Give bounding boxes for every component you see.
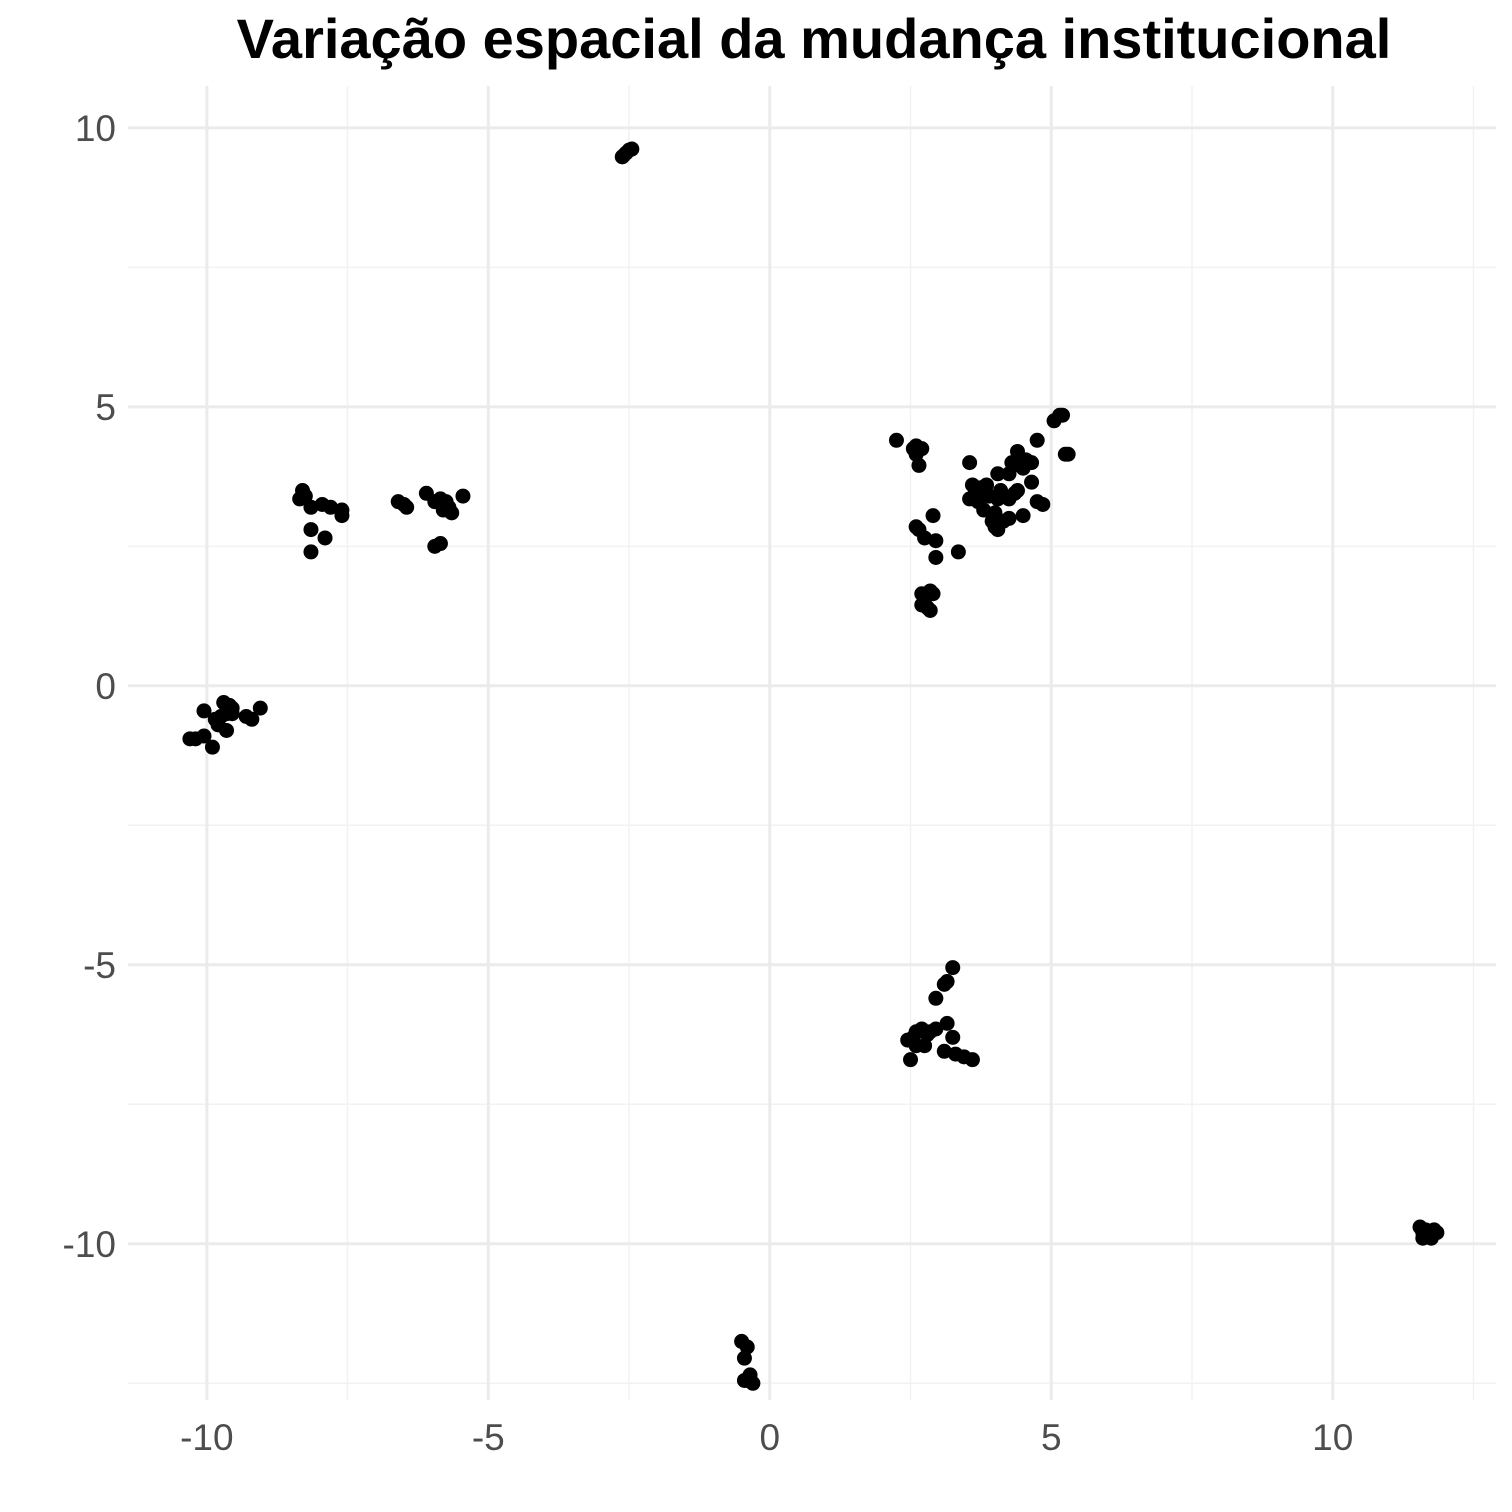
data-point bbox=[1015, 460, 1031, 476]
data-point bbox=[252, 700, 268, 716]
y-tick-label: -10 bbox=[63, 1224, 116, 1265]
x-tick-label: 5 bbox=[1041, 1417, 1062, 1458]
data-point bbox=[990, 466, 1006, 482]
data-point bbox=[925, 508, 941, 524]
data-point bbox=[432, 536, 448, 552]
data-point bbox=[303, 522, 319, 538]
data-point bbox=[936, 976, 952, 992]
data-point bbox=[1055, 407, 1071, 423]
data-point bbox=[292, 491, 308, 507]
data-point bbox=[945, 960, 961, 976]
data-point bbox=[1029, 432, 1045, 448]
data-point bbox=[945, 1029, 961, 1045]
data-point bbox=[888, 432, 904, 448]
y-tick-label: 5 bbox=[95, 387, 116, 428]
y-tick-label: -5 bbox=[83, 945, 116, 986]
data-point bbox=[204, 739, 220, 755]
data-point bbox=[210, 717, 226, 733]
data-point bbox=[334, 508, 350, 524]
chart-title: Variação espacial da mudança institucion… bbox=[237, 7, 1392, 70]
data-point bbox=[196, 728, 212, 744]
data-point bbox=[1429, 1225, 1445, 1241]
data-point bbox=[1015, 508, 1031, 524]
data-point bbox=[922, 602, 938, 618]
data-point bbox=[1060, 446, 1076, 462]
x-tick-label: -5 bbox=[472, 1417, 505, 1458]
data-point bbox=[399, 499, 415, 515]
data-point bbox=[1009, 483, 1025, 499]
data-point bbox=[903, 1052, 919, 1068]
data-point bbox=[736, 1350, 752, 1366]
data-point bbox=[939, 1015, 955, 1031]
x-tick-label: -10 bbox=[180, 1417, 233, 1458]
data-point bbox=[917, 1038, 933, 1054]
axis-tick-labels: -10 -5 0 5 10 -10 -5 0 5 10 bbox=[63, 108, 1354, 1458]
x-tick-label: 10 bbox=[1312, 1417, 1353, 1458]
data-point bbox=[1024, 474, 1040, 490]
data-point bbox=[435, 502, 451, 518]
data-point bbox=[224, 706, 240, 722]
data-point bbox=[317, 530, 333, 546]
data-point bbox=[736, 1372, 752, 1388]
data-point bbox=[928, 1021, 944, 1037]
data-point bbox=[196, 703, 212, 719]
data-point bbox=[962, 455, 978, 471]
data-point bbox=[614, 149, 630, 165]
y-tick-label: 0 bbox=[95, 666, 116, 707]
data-point bbox=[455, 488, 471, 504]
data-point bbox=[1035, 496, 1051, 512]
data-point bbox=[928, 549, 944, 565]
data-point bbox=[303, 544, 319, 560]
data-point bbox=[917, 530, 933, 546]
data-point bbox=[928, 533, 944, 549]
y-tick-label: 10 bbox=[75, 108, 116, 149]
grid-lines bbox=[128, 86, 1496, 1400]
data-point bbox=[984, 513, 1000, 529]
data-point bbox=[950, 544, 966, 560]
data-point bbox=[1415, 1230, 1431, 1246]
data-point bbox=[976, 502, 992, 518]
data-point bbox=[323, 499, 339, 515]
data-points bbox=[182, 141, 1445, 1391]
x-tick-label: 0 bbox=[759, 1417, 780, 1458]
data-point bbox=[964, 1052, 980, 1068]
data-point bbox=[303, 499, 319, 515]
data-point bbox=[911, 457, 927, 473]
data-point bbox=[928, 990, 944, 1006]
data-point bbox=[936, 1043, 952, 1059]
data-point bbox=[244, 711, 260, 727]
data-point bbox=[925, 586, 941, 602]
